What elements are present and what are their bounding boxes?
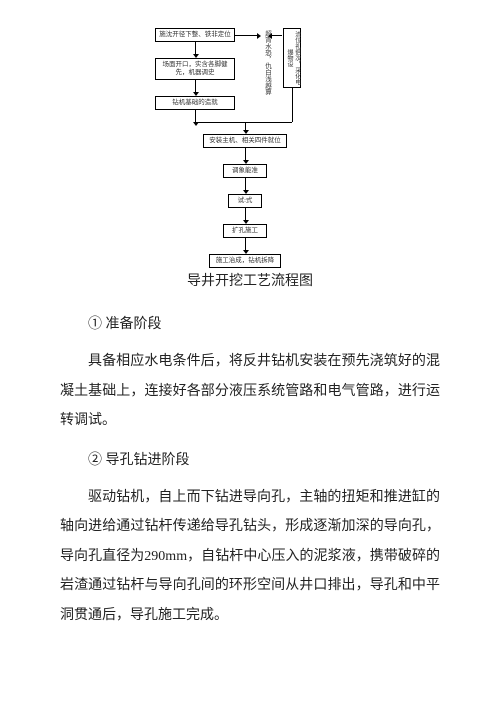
heading-1: ① 准备阶段 — [60, 310, 440, 339]
fc-box-2: 场面开口，实含各脚健先，机器调史 — [155, 58, 235, 80]
fc-side-box-2: 流位礼徊次，采化电爆物设 — [283, 28, 301, 88]
flowchart: 施沈开径下整、铁非定位 场面开口，实含各脚健先，机器调史 钻机基础的造就 超宵水… — [155, 28, 415, 263]
content-region: ① 准备阶段 具备相应水电条件后，将反井钻机安装在预先浇筑好的混凝土基础上，连接… — [60, 300, 440, 636]
fc-box-5: 调象能准 — [223, 164, 267, 178]
fc-box-4: 安装主机、相关四件就位 — [203, 134, 287, 148]
flowchart-title: 导井开挖工艺流程图 — [0, 270, 500, 290]
fc-box-7: 扩孔施工 — [223, 224, 267, 238]
fc-box-8: 施工治成，钻机拆降 — [209, 254, 281, 268]
paragraph-1: 具备相应水电条件后，将反井钻机安装在预先浇筑好的混凝土基础上，连接好各部分液压系… — [60, 347, 440, 435]
fc-box-1: 施沈开径下整、铁非定位 — [155, 28, 235, 42]
heading-2: ② 导孔钻进阶段 — [60, 446, 440, 475]
fc-box-3: 钻机基础的造就 — [155, 96, 235, 110]
paragraph-2: 驱动钻机，自上而下钻进导向孔，主轴的扭矩和推进缸的轴向进给通过钻杆传递给导孔钻头… — [60, 483, 440, 630]
fc-box-6: 试:式 — [228, 194, 262, 208]
